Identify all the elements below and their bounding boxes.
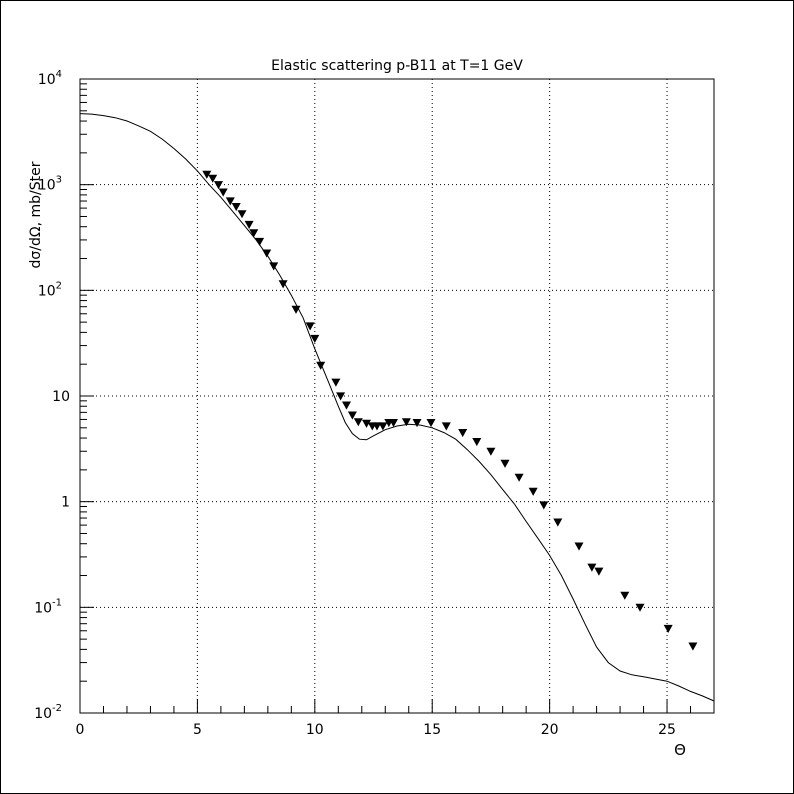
x-axis-tick-labels: 0 5 10 15 20 25 [76, 722, 676, 738]
data-point [574, 542, 584, 551]
x-tick-label: 15 [423, 722, 441, 738]
data-point [208, 174, 218, 183]
chart-title: Elastic scattering p-B11 at T=1 GeV [271, 58, 523, 74]
data-point [218, 188, 228, 197]
data-point [486, 447, 496, 456]
y-axis-label: dσ/dΩ, mb/Ster [28, 161, 44, 268]
data-point [362, 419, 371, 428]
data-point [441, 422, 451, 431]
data-point [412, 419, 422, 428]
data-point [372, 422, 382, 431]
data-point [587, 563, 597, 572]
data-point [278, 280, 288, 289]
data-point [594, 567, 604, 576]
data-point [305, 322, 315, 331]
data-point [401, 418, 411, 427]
data-point [336, 392, 346, 401]
data-point [310, 334, 320, 343]
x-tick-label: 0 [76, 722, 85, 738]
x-tick-label: 10 [306, 722, 324, 738]
data-point [331, 378, 341, 387]
data-point [620, 591, 630, 600]
data-point [688, 642, 698, 651]
data-point [553, 518, 563, 527]
data-point [231, 203, 241, 212]
series-points [202, 170, 698, 651]
data-point [635, 603, 645, 612]
data-point [262, 249, 272, 258]
data-point [514, 473, 524, 482]
y-tick-label: 1 [61, 495, 70, 511]
data-point [472, 438, 482, 447]
data-point [353, 418, 363, 427]
data-point [225, 197, 235, 206]
data-point [316, 361, 326, 370]
data-point [269, 262, 279, 271]
data-point [342, 401, 351, 410]
data-point [347, 411, 357, 420]
data-point [214, 181, 223, 190]
y-tick-label: 10-1 [34, 597, 62, 616]
grid [80, 79, 714, 713]
data-point [378, 422, 388, 431]
data-point [389, 419, 398, 428]
series-line [79, 113, 715, 702]
x-tick-label: 25 [658, 722, 676, 738]
data-point [255, 237, 265, 246]
x-tick-label: 5 [193, 722, 202, 738]
y-tick-label: 10 [52, 389, 70, 405]
data-point [528, 487, 538, 496]
axis-ticks [79, 78, 692, 714]
x-axis-label: Θ [674, 741, 686, 759]
data-point [249, 229, 259, 238]
data-point [237, 210, 247, 219]
data-point [291, 305, 301, 314]
data-point [500, 459, 510, 468]
data-point [458, 429, 468, 438]
data-point [663, 624, 673, 633]
data-point [244, 220, 254, 229]
data-point [539, 501, 549, 510]
x-tick-label: 20 [541, 722, 559, 738]
y-tick-label: 104 [38, 69, 62, 88]
y-tick-label: 10-2 [34, 703, 62, 722]
y-tick-label: 102 [38, 280, 62, 299]
data-point [202, 170, 212, 179]
data-point [426, 419, 436, 428]
